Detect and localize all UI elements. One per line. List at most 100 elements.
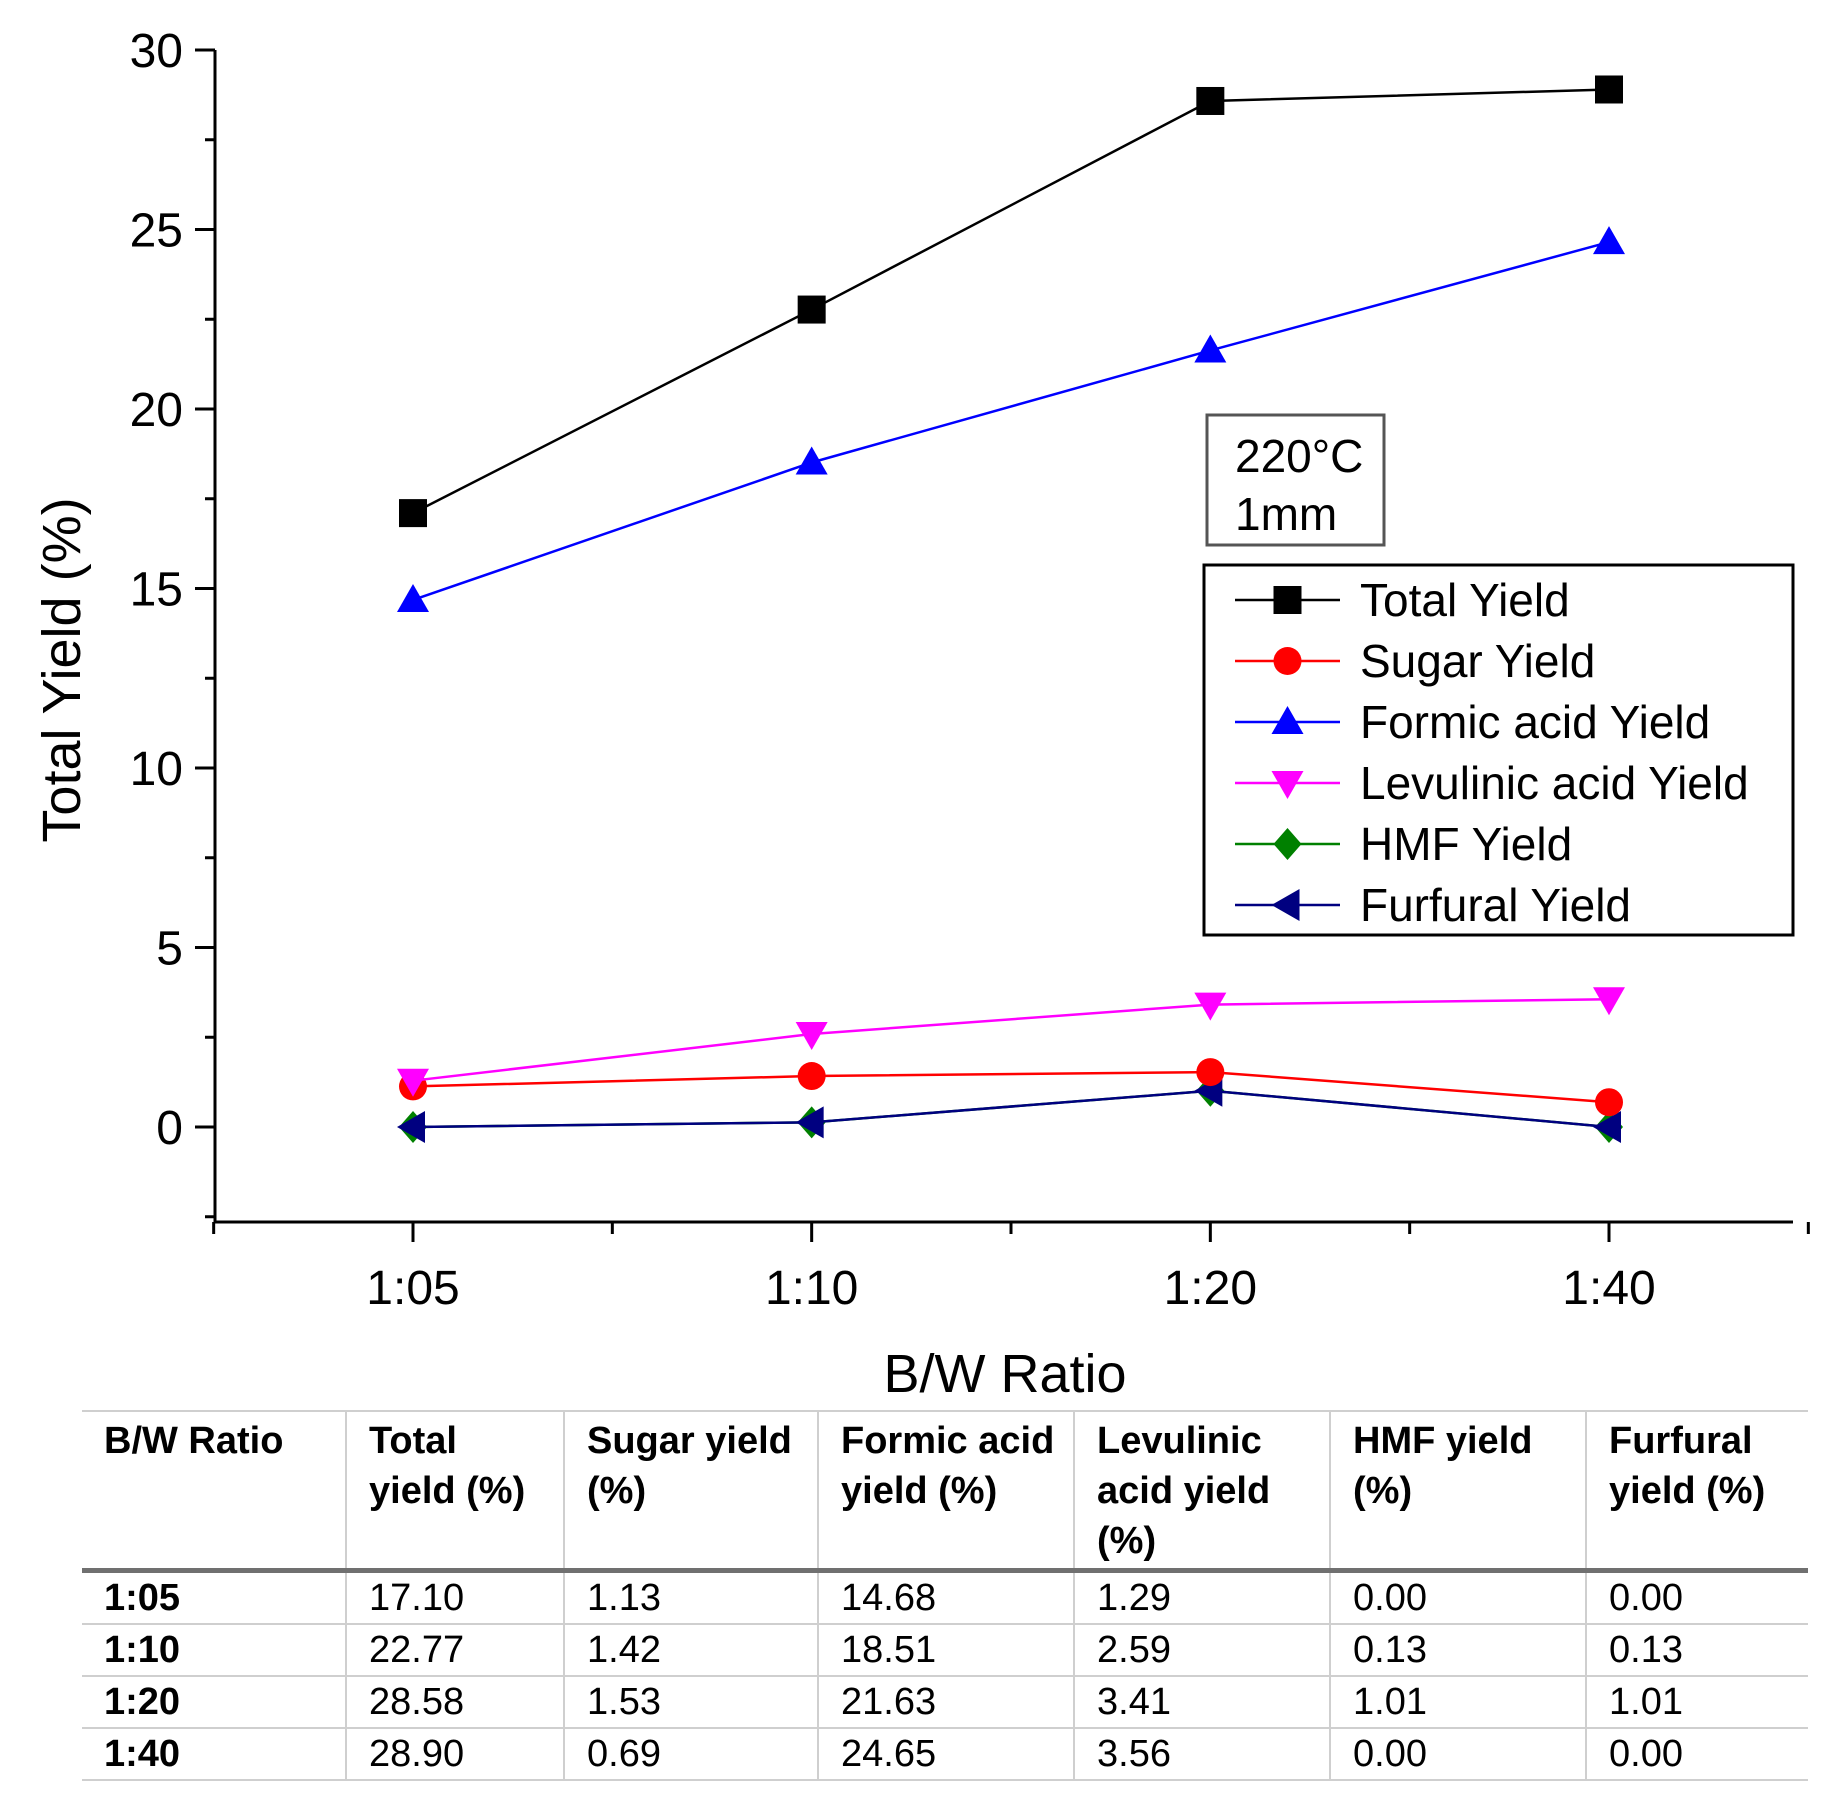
series-furfural-yield xyxy=(397,1074,1621,1143)
table-row: 1:40 28.90 0.69 24.65 3.56 0.00 0.00 xyxy=(82,1727,1808,1781)
data-point xyxy=(1593,1111,1621,1143)
data-point xyxy=(397,583,429,612)
data-point xyxy=(397,1068,429,1097)
legend-label: Sugar Yield xyxy=(1360,635,1595,687)
table-cell: 2.59 xyxy=(1073,1623,1330,1677)
table-row: 1:05 17.10 1.13 14.68 1.29 0.00 0.00 xyxy=(82,1569,1808,1625)
table-cell: 1.29 xyxy=(1073,1569,1330,1625)
series-formic-acid-yield xyxy=(397,226,1625,612)
series-line xyxy=(412,1089,1610,1129)
table-cell: 3.41 xyxy=(1073,1675,1330,1729)
data-point xyxy=(1194,334,1227,363)
table-header-row: B/W Ratio Total yield (%) Sugar yield (%… xyxy=(82,1410,1808,1573)
table-cell: 21.63 xyxy=(817,1675,1074,1729)
y-tick-label: 15 xyxy=(130,564,183,617)
table-cell: 1.01 xyxy=(1329,1675,1586,1729)
data-point xyxy=(1271,771,1304,799)
table-row: 1:20 28.58 1.53 21.63 3.41 1.01 1.01 xyxy=(82,1675,1808,1729)
table-cell: 22.77 xyxy=(345,1623,564,1677)
y-tick-label: 20 xyxy=(130,384,183,437)
table-cell: 1.01 xyxy=(1585,1675,1808,1729)
legend-label: Levulinic acid Yield xyxy=(1360,757,1749,809)
series-hmf-yield xyxy=(399,1074,1623,1143)
table-cell: 0.13 xyxy=(1329,1623,1586,1677)
condition-size: 1mm xyxy=(1235,488,1337,540)
legend-item: Furfural Yield xyxy=(1235,879,1631,931)
data-point xyxy=(1196,86,1225,115)
table-cell: 0.00 xyxy=(1585,1569,1808,1625)
table-cell: 1.53 xyxy=(563,1675,818,1729)
header-sugar-yield: Sugar yield (%) xyxy=(563,1410,818,1573)
y-axis-title: Total Yield (%) xyxy=(32,497,92,842)
series-line xyxy=(412,240,1610,602)
series-line xyxy=(412,1070,1610,1104)
data-point xyxy=(797,295,826,324)
header-formic-acid-yield: Formic acid yield (%) xyxy=(817,1410,1074,1573)
legend-label: Total Yield xyxy=(1360,574,1570,626)
legend-label: Furfural Yield xyxy=(1360,879,1631,931)
series-line xyxy=(412,1089,1610,1129)
y-tick-label: 0 xyxy=(156,1102,183,1155)
condition-temperature: 220°C xyxy=(1235,430,1363,482)
data-point xyxy=(795,446,828,475)
legend-label: HMF Yield xyxy=(1360,818,1572,870)
header-furfural-yield: Furfural yield (%) xyxy=(1585,1410,1808,1573)
header-levulinic-acid-yield: Levulinic acid yield (%) xyxy=(1073,1410,1330,1573)
table-cell: 0.69 xyxy=(563,1727,818,1781)
table-cell: 0.00 xyxy=(1329,1727,1586,1781)
table-cell: 1.42 xyxy=(563,1623,818,1677)
table-cell: 14.68 xyxy=(817,1569,1074,1625)
x-axis-title: B/W Ratio xyxy=(883,1344,1126,1404)
table-cell: 0.00 xyxy=(1585,1727,1808,1781)
chart-legend: Total Yield Sugar Yield Formic acid Yield L… xyxy=(1202,563,1795,937)
x-tick-label: 1:40 xyxy=(1562,1262,1655,1315)
table-row: 1:10 22.77 1.42 18.51 2.59 0.13 0.13 xyxy=(82,1623,1808,1677)
y-tick-label: 10 xyxy=(130,743,183,796)
table-cell: 24.65 xyxy=(817,1727,1074,1781)
legend-label: Formic acid Yield xyxy=(1360,696,1710,748)
table-cell: 28.90 xyxy=(345,1727,564,1781)
data-point xyxy=(399,499,427,528)
data-point xyxy=(397,1111,425,1143)
y-tick-label: 5 xyxy=(156,923,183,976)
yield-data-table: B/W Ratio Total yield (%) Sugar yield (%… xyxy=(82,1410,1808,1781)
data-point xyxy=(1194,992,1227,1021)
data-point xyxy=(1273,828,1302,860)
data-point xyxy=(1271,889,1300,921)
header-hmf-yield: HMF yield (%) xyxy=(1329,1410,1586,1573)
chart-axes xyxy=(213,50,1793,1224)
table-cell: 1.13 xyxy=(563,1569,818,1625)
legend-item: Total Yield xyxy=(1235,574,1570,626)
x-tick-label: 1:05 xyxy=(366,1262,459,1315)
y-tick-label: 25 xyxy=(130,205,183,258)
series-total-yield xyxy=(399,75,1623,528)
x-ticks: 1:05 1:10 1:20 1:40 xyxy=(212,1222,1810,1315)
data-point xyxy=(1593,226,1625,255)
table-cell: 18.51 xyxy=(817,1623,1074,1677)
data-point xyxy=(795,1022,828,1051)
legend-item: HMF Yield xyxy=(1235,818,1572,870)
legend-item: Sugar Yield xyxy=(1235,635,1595,687)
table-cell: 0.13 xyxy=(1585,1623,1808,1677)
data-point xyxy=(795,1106,824,1139)
y-tick-label: 30 xyxy=(130,25,183,78)
table-cell: 17.10 xyxy=(345,1569,564,1625)
header-total-yield: Total yield (%) xyxy=(345,1410,564,1573)
data-point xyxy=(1273,647,1302,675)
data-point xyxy=(1271,706,1304,734)
table-cell: 3.56 xyxy=(1073,1727,1330,1781)
data-point xyxy=(1593,987,1625,1016)
series-layer xyxy=(397,75,1625,1143)
legend-item: Levulinic acid Yield xyxy=(1235,757,1749,809)
data-point xyxy=(1595,75,1623,104)
table-cell: 1:10 xyxy=(82,1623,346,1677)
data-point xyxy=(1196,1058,1225,1087)
condition-box: 220°C 1mm xyxy=(1205,413,1386,547)
series-line xyxy=(412,997,1610,1082)
x-tick-label: 1:10 xyxy=(765,1262,858,1315)
table-cell: 1:05 xyxy=(82,1569,346,1625)
data-point xyxy=(1595,1088,1623,1117)
table-cell: 1:40 xyxy=(82,1727,346,1781)
data-point xyxy=(797,1062,826,1091)
